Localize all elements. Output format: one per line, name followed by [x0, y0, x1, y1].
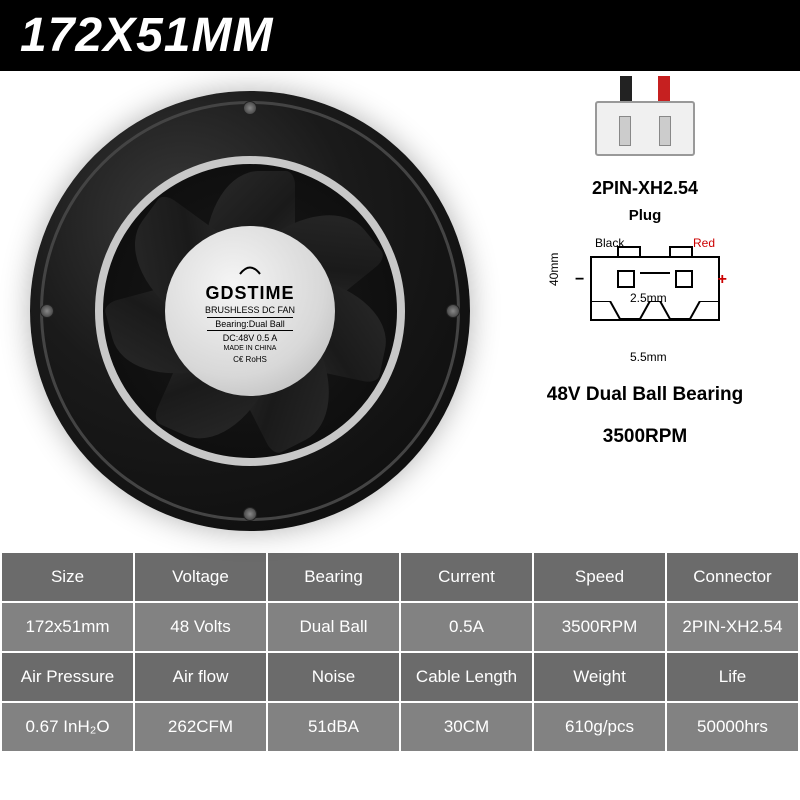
connector-pin	[619, 116, 631, 146]
th-weight: Weight	[533, 652, 666, 702]
th-speed: Speed	[533, 552, 666, 602]
title-bar: 172X51MM	[0, 0, 800, 71]
brand-logo-icon	[235, 259, 265, 279]
td-connector: 2PIN-XH2.54	[666, 602, 799, 652]
cert-icons: C€ RoHS	[233, 355, 267, 364]
connector-name: 2PIN-XH2.54	[592, 178, 698, 199]
connector-body	[595, 101, 695, 156]
th-airflow: Air flow	[134, 652, 267, 702]
table-row: 0.67 InH₂O 262CFM 51dBA 30CM 610g/pcs 50…	[1, 702, 799, 752]
th-connector: Connector	[666, 552, 799, 602]
td-speed: 3500RPM	[533, 602, 666, 652]
hub-brand: GDSTIME	[205, 283, 294, 304]
wire-red	[658, 76, 670, 101]
fan-image-area: GDSTIME BRUSHLESS DC FAN Bearing:Dual Ba…	[0, 71, 500, 551]
screw-icon	[446, 304, 460, 318]
plus-symbol: +	[718, 271, 727, 289]
td-weight: 610g/pcs	[533, 702, 666, 752]
th-voltage: Voltage	[134, 552, 267, 602]
plug-pin-icon	[617, 270, 635, 288]
td-airflow: 262CFM	[134, 702, 267, 752]
td-life: 50000hrs	[666, 702, 799, 752]
hub-line2: Bearing:Dual Ball	[207, 317, 293, 331]
plug-label: Plug	[629, 207, 662, 224]
connector-pin	[659, 116, 671, 146]
th-size: Size	[1, 552, 134, 602]
right-info-panel: 2PIN-XH2.54 Plug Black Red − + 2.5mm 5.5…	[500, 71, 790, 551]
screw-icon	[243, 101, 257, 115]
td-size: 172x51mm	[1, 602, 134, 652]
th-bearing: Bearing	[267, 552, 400, 602]
screw-icon	[243, 507, 257, 521]
td-bearing: Dual Ball	[267, 602, 400, 652]
product-title: 172X51MM	[20, 9, 273, 62]
fan-outer-frame: GDSTIME BRUSHLESS DC FAN Bearing:Dual Ba…	[30, 91, 470, 531]
th-cable: Cable Length	[400, 652, 533, 702]
minus-symbol: −	[575, 271, 584, 289]
hub-line3: DC:48V 0.5 A	[223, 333, 278, 343]
dim-2-5: 2.5mm	[630, 291, 667, 305]
spec-bearing: 48V Dual Ball Bearing	[547, 384, 743, 406]
plug-pin-icon	[675, 270, 693, 288]
th-current: Current	[400, 552, 533, 602]
red-label: Red	[693, 236, 715, 250]
th-pressure: Air Pressure	[1, 652, 134, 702]
screw-icon	[40, 304, 54, 318]
wire-black	[620, 76, 632, 101]
table-row: 172x51mm 48 Volts Dual Ball 0.5A 3500RPM…	[1, 602, 799, 652]
td-noise: 51dBA	[267, 702, 400, 752]
hub-line1: BRUSHLESS DC FAN	[205, 305, 295, 315]
spec-rpm: 3500RPM	[603, 426, 688, 448]
spec-table: Size Voltage Bearing Current Speed Conne…	[0, 551, 800, 753]
table-row: Size Voltage Bearing Current Speed Conne…	[1, 552, 799, 602]
td-voltage: 48 Volts	[134, 602, 267, 652]
td-current: 0.5A	[400, 602, 533, 652]
plug-diagram: Black Red − + 2.5mm 5.5mm 40mm	[545, 236, 745, 356]
dim-40: 40mm	[547, 253, 561, 286]
table-row: Air Pressure Air flow Noise Cable Length…	[1, 652, 799, 702]
plug-outline	[590, 256, 720, 321]
td-cable: 30CM	[400, 702, 533, 752]
th-life: Life	[666, 652, 799, 702]
black-label: Black	[595, 236, 624, 250]
th-noise: Noise	[267, 652, 400, 702]
hub-line4: MADE IN CHINA	[224, 345, 277, 352]
main-area: GDSTIME BRUSHLESS DC FAN Bearing:Dual Ba…	[0, 71, 800, 551]
fan-hub-label: GDSTIME BRUSHLESS DC FAN Bearing:Dual Ba…	[165, 226, 335, 396]
td-pressure: 0.67 InH₂O	[1, 702, 134, 752]
dim-5-5: 5.5mm	[630, 350, 667, 364]
pin-connector-line	[640, 272, 670, 274]
connector-image	[570, 91, 720, 171]
